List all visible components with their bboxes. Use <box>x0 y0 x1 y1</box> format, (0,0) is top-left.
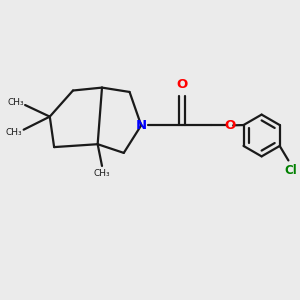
Text: CH₃: CH₃ <box>7 98 24 107</box>
Text: CH₃: CH₃ <box>94 169 110 178</box>
Text: O: O <box>176 78 188 91</box>
Text: CH₃: CH₃ <box>6 128 22 136</box>
Text: N: N <box>136 119 147 132</box>
Text: Cl: Cl <box>284 164 297 177</box>
Text: O: O <box>224 119 235 132</box>
